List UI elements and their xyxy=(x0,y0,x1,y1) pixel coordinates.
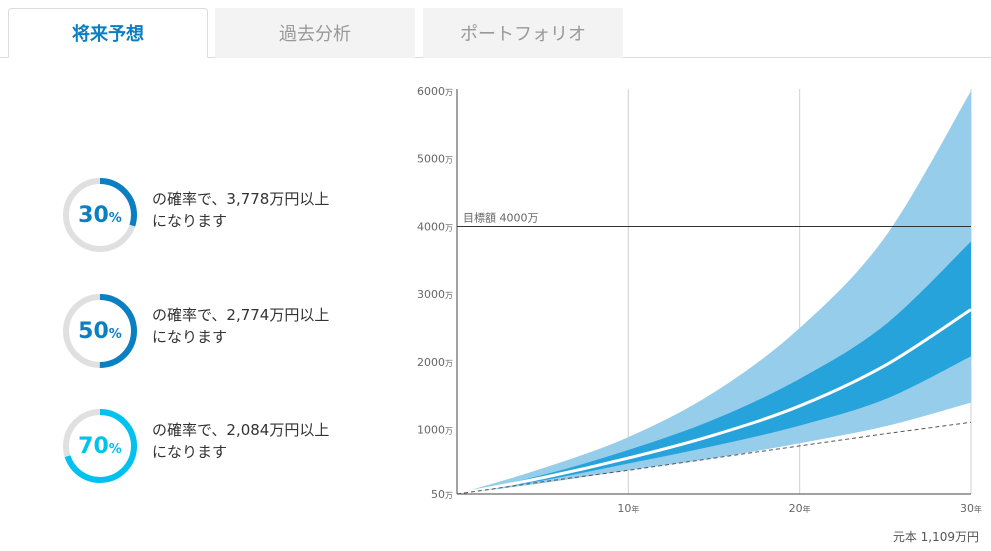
y-tick-label-1000: 1000万 xyxy=(417,424,453,437)
forecast-chart: 目標額 4000万 50万 1000万 2000万 3000万 4000万 5000万 600… xyxy=(417,85,982,515)
median-line xyxy=(456,308,972,496)
probability-item-30: 30% の確率で、3,778万円以上 になります xyxy=(60,175,360,255)
y-tick-label-4000: 4000万 xyxy=(417,220,453,233)
tab-portfolio[interactable]: ポートフォリオ xyxy=(423,8,623,58)
x-tick-label-20: 20年 xyxy=(789,502,811,515)
probability-description: の確率で、3,778万円以上 になります xyxy=(152,190,330,230)
y-tick-label-5000: 5000万 xyxy=(417,153,453,166)
principal-line xyxy=(456,421,972,495)
tab-past-analysis[interactable]: 過去分析 xyxy=(215,8,415,58)
probability-ring xyxy=(63,409,137,483)
probability-item-50: 50% の確率で、2,774万円以上 になります xyxy=(60,291,360,371)
probability-description: の確率で、2,084万円以上 になります xyxy=(152,421,330,461)
y-tick-label-6000: 6000万 xyxy=(417,85,453,98)
probability-percent: 50% xyxy=(78,318,122,344)
probability-percent: 70% xyxy=(78,433,122,459)
probability-ring xyxy=(63,178,137,252)
probability-ring xyxy=(63,294,137,368)
probability-item-70: 70% の確率で、2,084万円以上 になります xyxy=(60,406,360,486)
probability-description: の確率で、2,774万円以上 になります xyxy=(152,306,330,346)
y-tick-label-3000: 3000万 xyxy=(417,288,453,301)
tab-bar: 将来予想 過去分析 ポートフォリオ xyxy=(0,0,991,58)
probability-percent: 30% xyxy=(78,202,122,228)
x-tick-label-10: 10年 xyxy=(617,502,639,515)
tab-future-forecast[interactable]: 将来予想 xyxy=(8,8,208,58)
principal-label: 元本 1,109万円 xyxy=(892,530,979,544)
target-label: 目標額 4000万 xyxy=(463,210,539,224)
x-tick-label-30: 30年 xyxy=(960,502,982,515)
inner-range-band xyxy=(457,241,971,494)
y-tick-label-2000: 2000万 xyxy=(417,356,453,369)
y-tick-label-50: 50万 xyxy=(431,488,453,501)
